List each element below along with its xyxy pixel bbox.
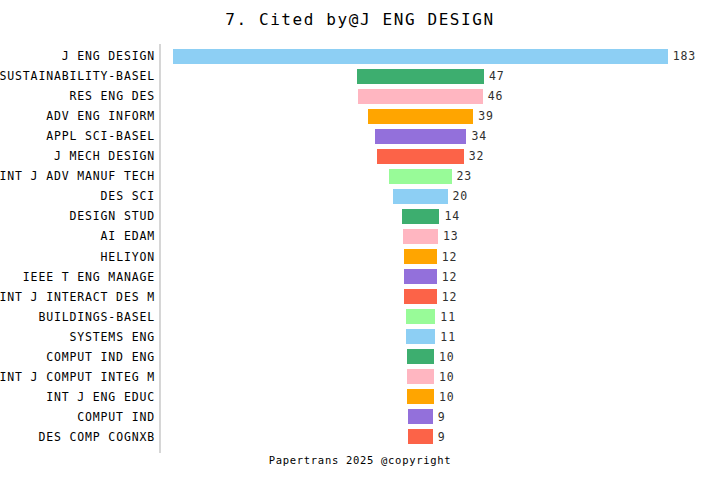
bar <box>406 309 436 324</box>
footer-copyright: Papertrans 2025 @copyright <box>0 454 720 466</box>
value-label: 14 <box>444 208 460 224</box>
value-label: 9 <box>438 429 446 445</box>
bar <box>407 389 434 404</box>
value-label: 47 <box>489 68 505 84</box>
bar <box>406 329 436 344</box>
category-label: J ENG DESIGN <box>62 48 155 64</box>
value-label: 32 <box>469 148 485 164</box>
value-label: 11 <box>440 309 456 325</box>
category-label: SUSTAINABILITY-BASEL <box>0 68 155 84</box>
value-label: 12 <box>442 289 458 305</box>
bar <box>402 209 440 224</box>
category-label: DESIGN STUD <box>69 208 155 224</box>
value-label: 13 <box>443 228 459 244</box>
category-label: COMPUT IND <box>77 409 155 425</box>
category-label: IEEE T ENG MANAGE <box>23 269 155 285</box>
category-label: APPL SCI-BASEL <box>46 128 155 144</box>
bar <box>403 229 438 244</box>
value-label: 23 <box>457 168 473 184</box>
value-label: 10 <box>439 389 455 405</box>
category-label: RES ENG DES <box>69 88 155 104</box>
category-label: BUILDINGS-BASEL <box>38 309 155 325</box>
value-label: 34 <box>471 128 487 144</box>
bar <box>389 169 451 184</box>
category-label: INT J ENG EDUC <box>46 389 155 405</box>
bar <box>377 149 463 164</box>
value-label: 10 <box>439 349 455 365</box>
bar <box>404 249 436 264</box>
value-label: 20 <box>453 188 469 204</box>
category-label: HELIYON <box>101 249 155 265</box>
bar <box>404 269 436 284</box>
bar <box>375 129 467 144</box>
bar <box>173 49 667 64</box>
bar <box>404 289 436 304</box>
category-label: ADV ENG INFORM <box>46 108 155 124</box>
value-label: 12 <box>442 249 458 265</box>
bar <box>407 349 434 364</box>
y-axis-line <box>159 44 161 453</box>
category-label: DES COMP COGNXB <box>38 429 155 445</box>
category-label: DES SCI <box>101 188 155 204</box>
bar <box>357 69 484 84</box>
category-label: INT J COMPUT INTEG M <box>0 369 155 385</box>
value-label: 12 <box>442 269 458 285</box>
category-label: COMPUT IND ENG <box>46 349 155 365</box>
bar-chart-figure: 7. Cited by@J ENG DESIGN J ENG DESIGN 183… <box>0 0 720 480</box>
bar <box>408 429 432 444</box>
category-label: SYSTEMS ENG <box>69 329 155 345</box>
category-label: J MECH DESIGN <box>54 148 155 164</box>
value-label: 46 <box>488 88 504 104</box>
category-label: INT J ADV MANUF TECH <box>0 168 155 184</box>
bar <box>358 89 482 104</box>
value-label: 11 <box>440 329 456 345</box>
bar <box>407 369 434 384</box>
value-label: 39 <box>478 108 494 124</box>
bar <box>393 189 447 204</box>
category-label: AI EDAM <box>101 228 155 244</box>
bar <box>368 109 473 124</box>
value-label: 10 <box>439 369 455 385</box>
value-label: 183 <box>673 48 696 64</box>
value-label: 9 <box>438 409 446 425</box>
category-label: INT J INTERACT DES M <box>0 289 155 305</box>
chart-title: 7. Cited by@J ENG DESIGN <box>0 10 720 29</box>
bar <box>408 409 432 424</box>
